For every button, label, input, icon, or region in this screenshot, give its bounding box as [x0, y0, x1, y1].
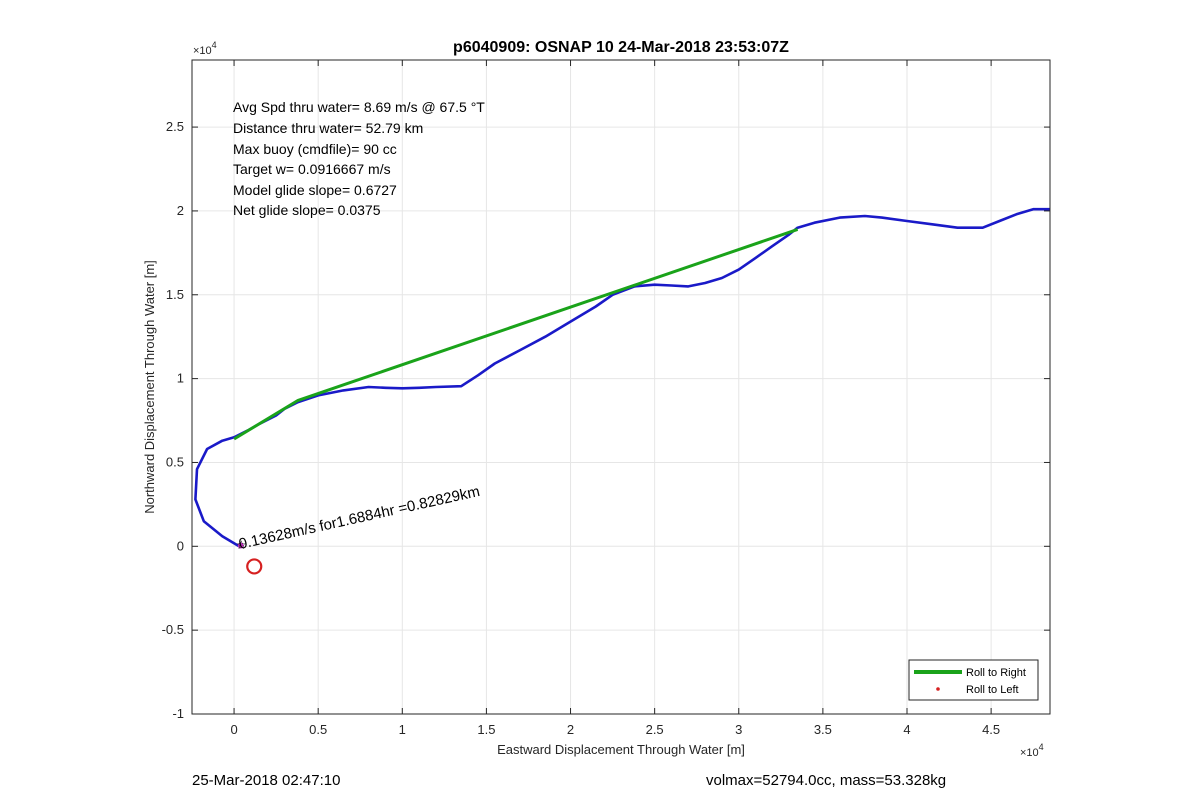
x-exponent: ×104	[1020, 742, 1044, 759]
series-layer	[194, 207, 1050, 575]
y-exponent-base: ×10	[193, 45, 212, 57]
ticks	[192, 60, 1050, 715]
legend-label-roll-left: Roll to Left	[966, 684, 1019, 696]
annotation-max-buoy: Max buoy (cmdfile)= 90 cc	[233, 141, 397, 157]
legend-label-roll-right: Roll to Right	[966, 667, 1026, 679]
x-tick-label: 2	[567, 722, 574, 737]
footer-timestamp: 25-Mar-2018 02:47:10	[192, 772, 341, 789]
x-tick-label: 4	[903, 722, 910, 737]
axes-box	[191, 59, 1051, 715]
y-tick-label: -1	[172, 706, 184, 721]
y-tick-label: 2	[177, 203, 184, 218]
y-tick-label: 2.5	[166, 119, 184, 134]
y-axis-label: Northward Displacement Through Water [m]	[142, 260, 157, 514]
y-exponent-power: 4	[212, 40, 217, 50]
x-tick-label: 4.5	[982, 722, 1000, 737]
legend: Roll to Right Roll to Left	[908, 659, 1039, 701]
chart-title: p6040909: OSNAP 10 24-Mar-2018 23:53:07Z	[453, 39, 789, 56]
x-tick-label: 0	[230, 722, 237, 737]
annotation-distance: Distance thru water= 52.79 km	[233, 120, 423, 136]
y-tick-label: 0	[177, 538, 184, 553]
x-axis-label: Eastward Displacement Through Water [m]	[497, 742, 745, 757]
legend-box	[908, 659, 1039, 701]
x-exponent-base: ×10	[1020, 747, 1039, 759]
annotation-avg-speed: Avg Spd thru water= 8.69 m/s @ 67.5 °T	[233, 99, 485, 115]
y-tick-label: 0.5	[166, 454, 184, 469]
x-tick-label: 3	[735, 722, 742, 737]
annotation-target-w: Target w= 0.0916667 m/s	[233, 161, 391, 177]
plot-area	[192, 60, 1050, 714]
x-tick-label: 3.5	[814, 722, 832, 737]
x-tick-label: 2.5	[646, 722, 664, 737]
x-tick-label: 1	[399, 722, 406, 737]
y-tick-label: 1	[177, 371, 184, 386]
x-exponent-power: 4	[1039, 742, 1044, 752]
magenta-point-marker	[237, 542, 244, 549]
x-tick-label: 1.5	[477, 722, 495, 737]
annotation-block: Avg Spd thru water= 8.69 m/s @ 67.5 °T D…	[233, 99, 485, 218]
start-marker-glyph: ☆	[236, 538, 247, 552]
red-circle-marker	[246, 558, 263, 575]
annotation-net-glide: Net glide slope= 0.0375	[233, 202, 381, 218]
tick-labels: 0 0.5 1 1.5 2 2.5 3 3.5 4 4.5 -1 -0.5 0 0.5 1 1.5 2 2.5	[162, 119, 1001, 737]
footer-volmax-mass: volmax=52794.0cc, mass=53.328kg	[706, 772, 947, 789]
y-tick-label: 1.5	[166, 287, 184, 302]
x-tick-label: 0.5	[309, 722, 327, 737]
roll-right-line	[233, 227, 799, 441]
legend-swatch-roll-left	[936, 687, 940, 691]
y-exponent: ×104	[193, 40, 217, 57]
annotation-model-glide: Model glide slope= 0.6727	[233, 182, 397, 198]
y-tick-label: -0.5	[162, 622, 184, 637]
